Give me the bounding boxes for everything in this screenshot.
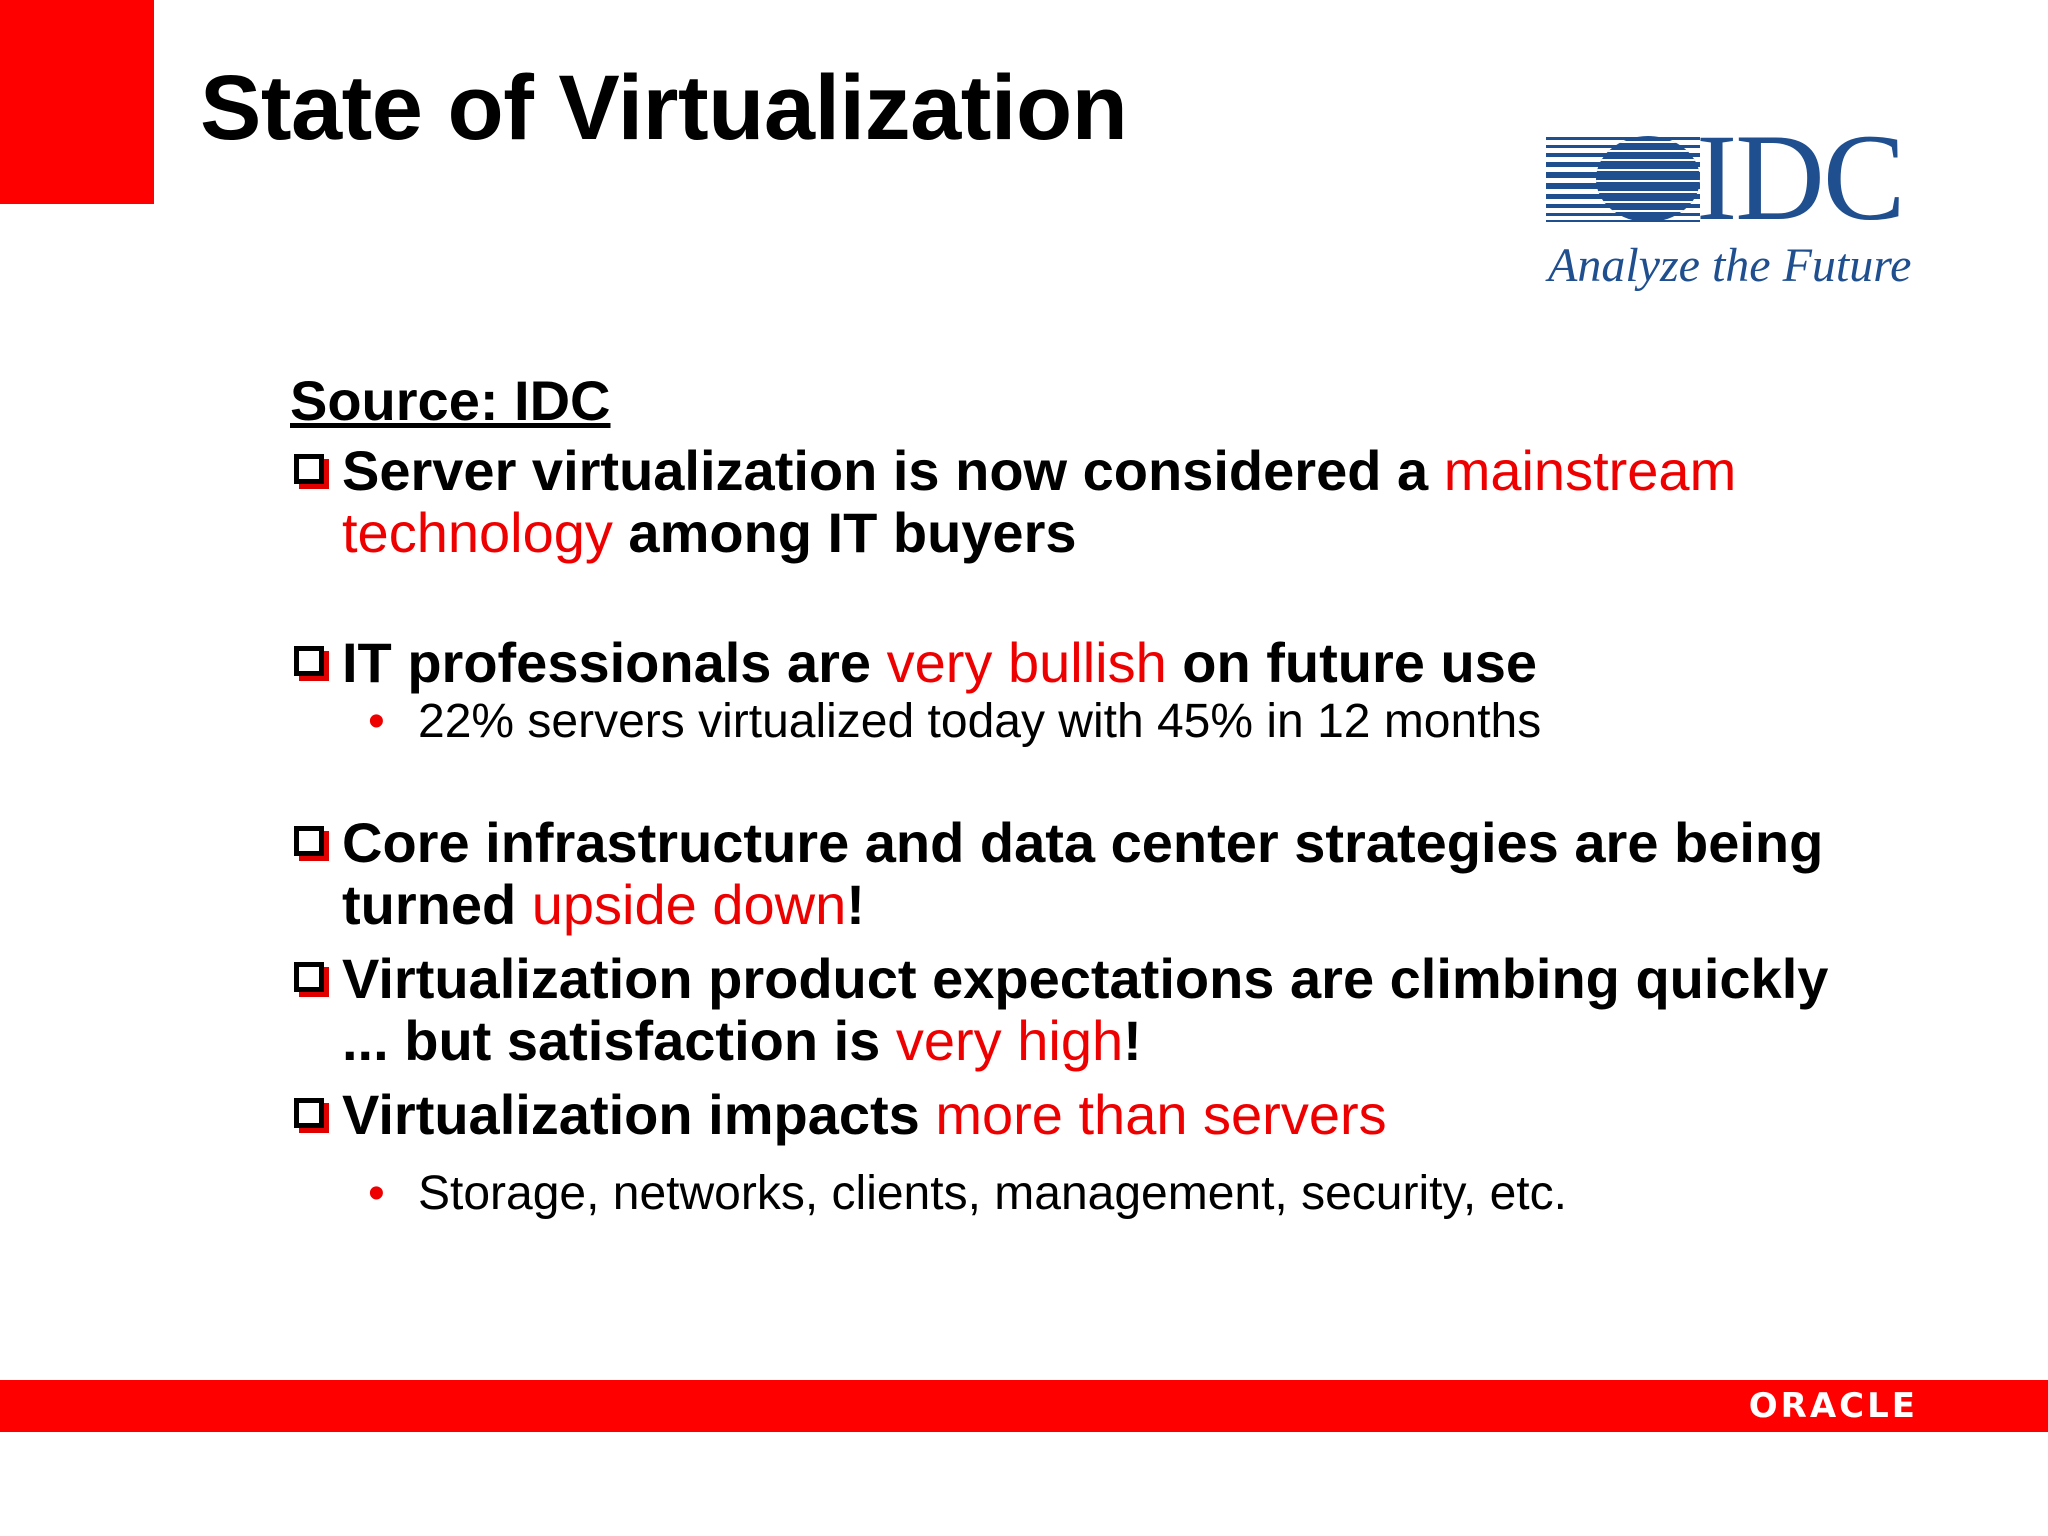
idc-tagline: Analyze the Future [1548,239,1912,292]
bullet-highlight: very bullish [886,630,1167,694]
bullet-point: Virtualization impacts more than servers [290,1082,1850,1146]
checkbox-bullet-icon [294,961,324,992]
bullet-point: Virtualization product expectations are … [290,946,1850,1072]
bullet-text: Virtualization impacts [342,1082,936,1146]
sub-bullet-text: 22% servers virtualized today with 45% i… [418,694,1542,748]
bullet-point: Core infrastructure and data center stra… [290,810,1850,936]
checkbox-bullet-icon [294,453,324,484]
slide-title: State of Virtualization [200,57,1128,159]
bullet-text: ! [846,872,865,936]
bullet-text: Virtualization product expectations are … [342,946,1829,1072]
sub-bullet-text: Storage, networks, clients, management, … [418,1166,1567,1220]
source-heading: Source: IDC [290,369,611,432]
bullet-highlight: very high [895,1008,1124,1072]
idc-logo: IDC Analyze the Future [1544,116,1924,300]
sub-bullet: • Storage, networks, clients, management… [290,1166,1850,1222]
bullet-text: among IT buyers [612,500,1077,564]
bullet-text: ! [1123,1008,1142,1072]
dot-bullet-icon: • [368,1166,385,1220]
bullet-text: on future use [1166,630,1537,694]
footer-bar: ORACLE [0,1380,2048,1432]
bullet-point: Server virtualization is now considered … [290,438,1850,564]
bullet-highlight: upside down [531,872,847,936]
checkbox-bullet-icon [294,645,324,676]
oracle-logo: ORACLE [1748,1386,1918,1426]
bullet-text: Server virtualization is now considered … [342,438,1444,502]
sub-bullet: • 22% servers virtualized today with 45%… [290,694,1850,750]
checkbox-bullet-icon [294,825,324,856]
idc-wordmark: IDC [1696,109,1906,246]
slide-content: Source: IDC Server virtualization is now… [290,370,1850,1222]
corner-accent-block [0,0,154,204]
bullet-point: IT professionals are very bullish on fut… [290,630,1850,694]
striped-globe-icon [1546,136,1700,222]
bullet-highlight: more than servers [935,1082,1387,1146]
bullet-highlight: mainstream technology [342,438,1737,564]
bullet-text: Core infrastructure and data center stra… [342,810,1824,936]
checkbox-bullet-icon [294,1097,324,1128]
bullet-text: IT professionals are [342,630,887,694]
dot-bullet-icon: • [368,694,385,748]
